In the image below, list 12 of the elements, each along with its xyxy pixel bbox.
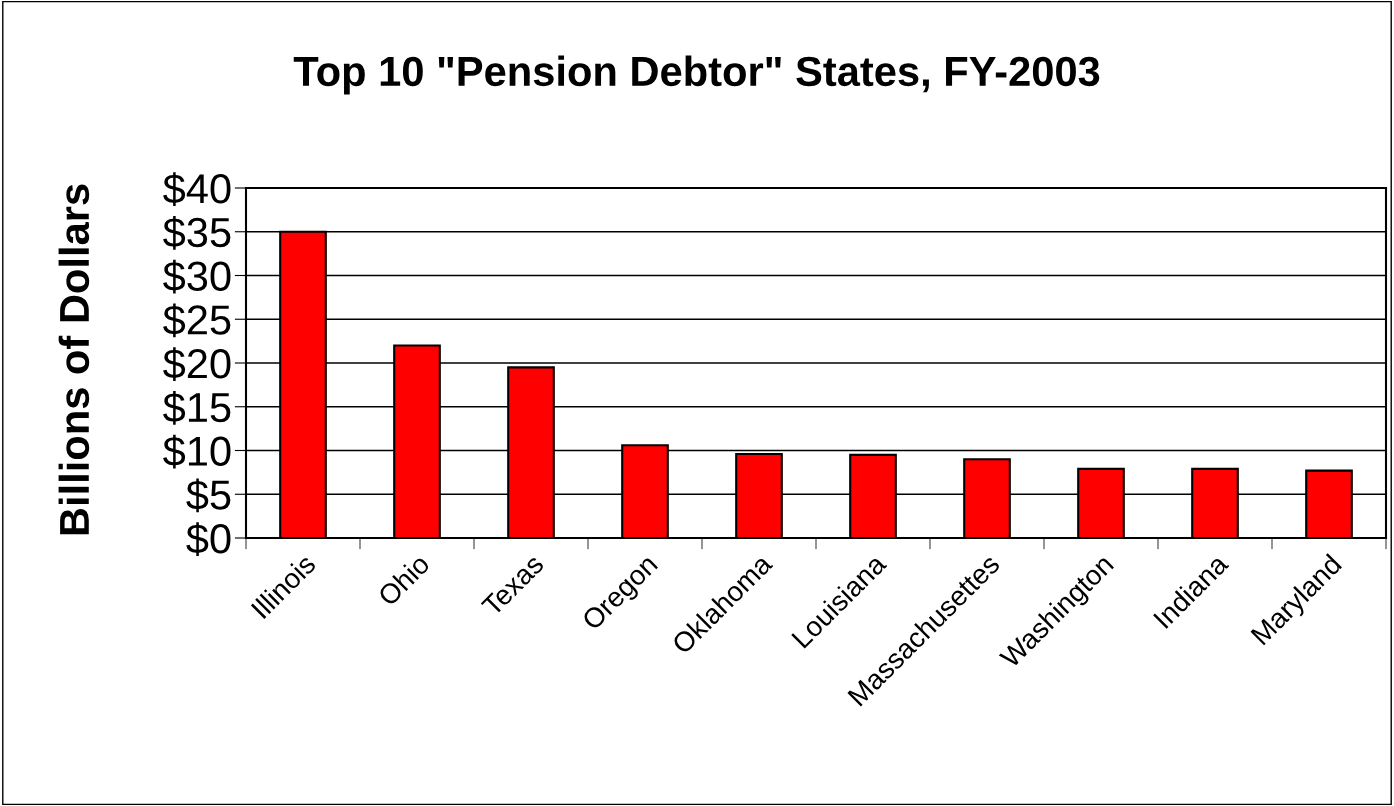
- y-tick-label: $5: [186, 478, 231, 513]
- y-tick-label: $30: [163, 259, 231, 294]
- y-axis-title: Billions of Dollars: [58, 184, 90, 535]
- y-tick-label: $15: [163, 391, 231, 425]
- y-tick-label: $0: [186, 522, 231, 556]
- y-tick-label: $10: [163, 434, 231, 469]
- y-tick-label: $35: [163, 216, 231, 250]
- y-tick-label: $40: [163, 172, 231, 206]
- chart-title: Top 10 "Pension Debtor" States, FY-2003: [293, 55, 1100, 95]
- y-tick-label: $20: [163, 347, 231, 381]
- x-tick-label: Ohio: [376, 552, 431, 607]
- y-tick-label: $25: [163, 303, 231, 338]
